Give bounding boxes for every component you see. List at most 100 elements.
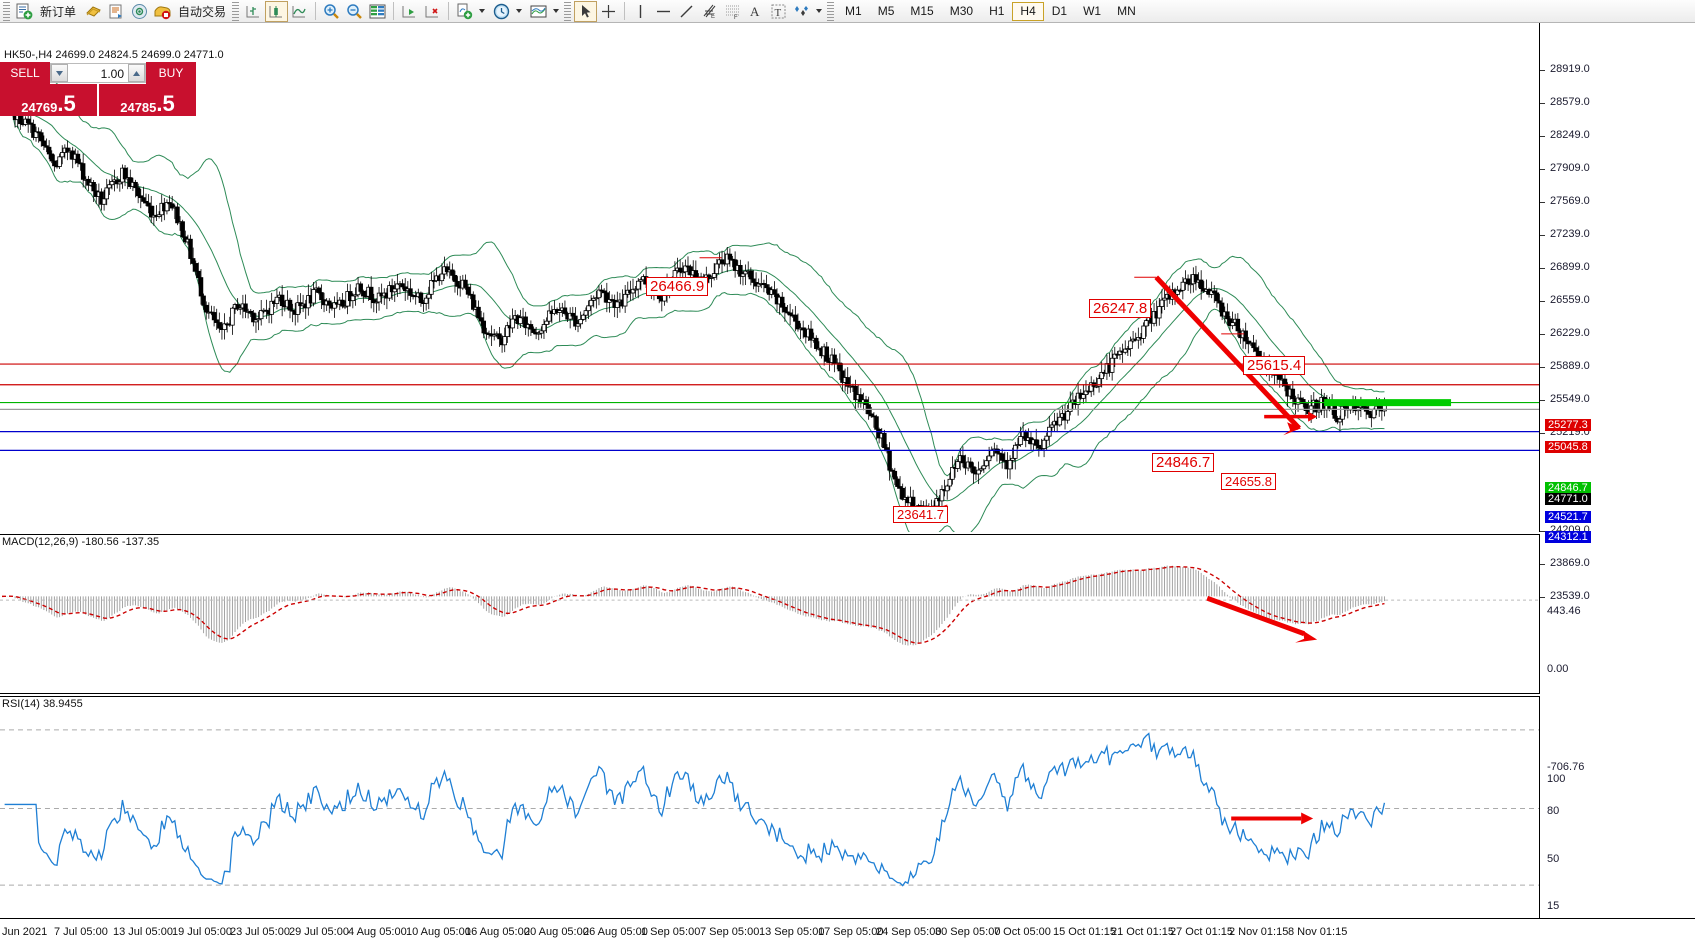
candle-body [546, 310, 552, 322]
crosshair-icon[interactable] [597, 1, 620, 22]
data-window-icon[interactable] [366, 1, 389, 22]
candlestick-chart-icon[interactable] [265, 0, 289, 22]
macd-pane[interactable]: MACD(12,26,9) -180.56 -137.35 [0, 534, 1540, 694]
price-level-badge[interactable]: 24312.1 [1545, 531, 1591, 543]
label-24846-7[interactable]: 24846.7 [1152, 453, 1215, 472]
period-icon[interactable] [490, 1, 513, 22]
downtrend-arrowhead[interactable] [1283, 422, 1302, 436]
rsi-pane[interactable]: RSI(14) 38.9455 [0, 696, 1540, 918]
candle-body [1175, 289, 1180, 295]
toolbar-separator-3 [448, 2, 450, 20]
macd-trend-arrowhead[interactable] [1295, 630, 1318, 643]
candle-body [599, 289, 604, 292]
price-axis[interactable]: 28919.0 28579.0 28249.0 27909.0 27569.0 27239… [1540, 23, 1695, 918]
period-dropdown-caret[interactable] [516, 9, 523, 13]
label-26466-9[interactable]: 26466.9 [646, 277, 709, 296]
price-tick: 27239.0 [1550, 228, 1590, 240]
sell-button[interactable]: SELL [0, 62, 50, 84]
text-icon[interactable]: A [744, 1, 767, 22]
templates-dropdown-caret[interactable] [553, 9, 560, 13]
fibonacci-icon[interactable]: F [721, 1, 744, 22]
short-arrow-head[interactable] [1308, 411, 1318, 422]
macd-histogram [4, 565, 1385, 646]
label-23641-7[interactable]: 23641.7 [893, 506, 948, 523]
line-chart-icon[interactable] [288, 1, 311, 22]
timeframe-m30[interactable]: M30 [949, 4, 974, 18]
label-icon[interactable]: T [767, 1, 790, 22]
candle-body [562, 307, 568, 314]
shapes-icon[interactable] [790, 1, 813, 22]
template-icon[interactable] [82, 1, 105, 22]
price-level-badge[interactable]: 25045.8 [1545, 441, 1591, 453]
timeframe-m15[interactable]: M15 [910, 4, 934, 18]
candle-body [869, 413, 874, 417]
templates-icon[interactable] [527, 1, 550, 22]
volume-decrease-button[interactable] [51, 64, 68, 82]
candle-body [201, 295, 206, 306]
cursor-icon[interactable] [574, 0, 598, 22]
price-level-badge[interactable]: 24771.0 [1545, 493, 1591, 505]
candle-body [358, 283, 363, 292]
volume-increase-button[interactable] [128, 64, 145, 82]
shift-end-icon[interactable] [398, 1, 421, 22]
indicators-icon[interactable] [453, 1, 476, 22]
timeframe-h1[interactable]: H1 [989, 4, 1005, 18]
candle-body [1371, 408, 1377, 419]
date-tick: 21 Oct 01:15 [1111, 926, 1174, 938]
new-order-icon[interactable] [13, 1, 36, 22]
buy-price[interactable]: 24785 .5 [99, 84, 196, 116]
price-level-badge[interactable]: 25277.3 [1545, 419, 1591, 431]
navigator-icon[interactable] [128, 1, 151, 22]
downtrend-line[interactable] [1154, 275, 1301, 430]
macd-trend-arrow-line[interactable] [1206, 595, 1306, 637]
volume-input[interactable]: 1.00 [100, 67, 124, 81]
equidistant-channel-icon[interactable]: E [698, 1, 721, 22]
zoom-in-icon[interactable] [320, 1, 343, 22]
auto-trading-label[interactable]: 自动交易 [178, 4, 227, 19]
label-26247-8[interactable]: 26247.8 [1089, 299, 1152, 318]
toolbar-grip-2[interactable] [232, 1, 240, 21]
one-click-trading-panel[interactable]: SELL 1.00 BUY 24769 .5 24785 .5 [0, 62, 196, 116]
candle-body [808, 328, 814, 341]
trendline-icon[interactable] [675, 1, 698, 22]
candle-body [541, 324, 547, 332]
rsi-trend-arrowhead[interactable] [1301, 812, 1314, 825]
candle-body [989, 449, 994, 457]
candle-body [1219, 302, 1225, 317]
toolbar-grip-4[interactable] [827, 1, 835, 21]
hline-icon[interactable] [652, 1, 675, 22]
buy-button[interactable]: BUY [146, 62, 196, 84]
sell-price[interactable]: 24769 .5 [0, 84, 99, 116]
bar-chart-icon[interactable] [242, 1, 265, 22]
price-pane[interactable] [0, 23, 1540, 532]
candle-body [1068, 401, 1073, 412]
label-24655-8[interactable]: 24655.8 [1221, 473, 1276, 490]
vline-icon[interactable] [629, 1, 652, 22]
price-level-badge[interactable]: 24846.7 [1545, 482, 1591, 494]
label-25615-4[interactable]: 25615.4 [1243, 356, 1306, 375]
price-level-badge[interactable]: 24521.7 [1545, 511, 1591, 523]
macd-signal-line [1, 566, 1385, 644]
zoom-out-icon[interactable] [343, 1, 366, 22]
autotrading-icon[interactable] [151, 1, 174, 22]
timeframe-h4[interactable]: H4 [1012, 1, 1044, 21]
candle-body [727, 253, 733, 260]
publish-icon[interactable] [105, 1, 128, 22]
timeframe-m5[interactable]: M5 [877, 4, 895, 18]
new-order-label[interactable]: 新订单 [40, 4, 77, 19]
candle-body [518, 317, 523, 325]
autoscroll-icon[interactable] [421, 1, 444, 22]
timeframe-m1[interactable]: M1 [845, 4, 862, 18]
timeframe-d1[interactable]: D1 [1051, 4, 1068, 18]
toolbar-grip-3[interactable] [564, 1, 572, 21]
date-axis[interactable]: Jun 2021 7 Jul 05:00 13 Jul 05:00 19 Jul 05… [0, 918, 1695, 946]
volume-stepper[interactable]: 1.00 [50, 63, 146, 83]
candle-body [141, 197, 146, 202]
timeframe-mn[interactable]: MN [1117, 4, 1136, 18]
shapes-dropdown-caret[interactable] [816, 9, 823, 13]
toolbar-grip[interactable] [3, 1, 10, 21]
timeframe-w1[interactable]: W1 [1083, 4, 1102, 18]
date-tick: 13 Sep 05:00 [759, 926, 825, 938]
indicators-dropdown-caret[interactable] [479, 9, 486, 13]
chart-window[interactable]: HK50-,H4 24699.0 24824.5 24699.0 24771.0… [0, 23, 1695, 946]
